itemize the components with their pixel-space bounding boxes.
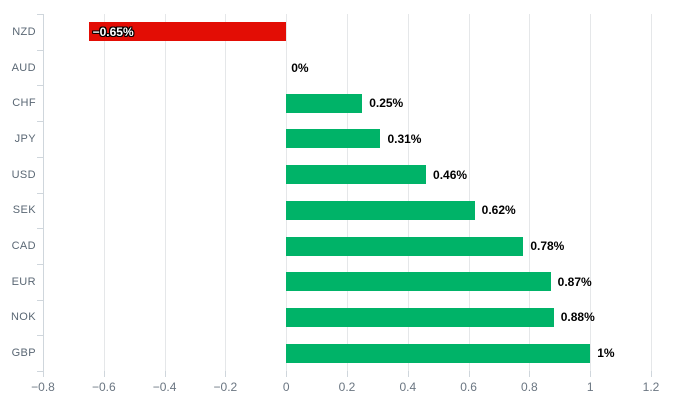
x-tick-label: 0 bbox=[282, 380, 290, 394]
category-label: AUD bbox=[11, 61, 36, 74]
y-axis-tick bbox=[37, 264, 43, 265]
grid-line bbox=[407, 14, 409, 371]
category-label: SEK bbox=[12, 204, 36, 217]
bar-value-label: 0.87% bbox=[557, 274, 592, 289]
x-axis-tick bbox=[286, 371, 288, 377]
x-axis-tick bbox=[651, 371, 652, 377]
bar-value-label: 1% bbox=[597, 346, 615, 361]
x-tick-label: 0.2 bbox=[338, 380, 356, 394]
bar-value-label: 0.62% bbox=[481, 203, 516, 218]
y-axis-tick bbox=[37, 228, 43, 229]
positive-bar bbox=[286, 307, 554, 327]
x-axis-tick bbox=[103, 371, 105, 377]
x-axis-tick bbox=[347, 371, 348, 377]
x-axis-tick bbox=[225, 371, 227, 377]
y-axis-tick bbox=[37, 300, 43, 301]
x-axis-tick bbox=[529, 371, 531, 377]
grid-line bbox=[590, 14, 592, 371]
positive-bar bbox=[286, 236, 524, 256]
x-tick-label: 0.6 bbox=[460, 380, 477, 394]
x-tick-label: −0.8 bbox=[31, 380, 55, 394]
bar-value-label: 0.31% bbox=[387, 131, 422, 146]
positive-bar bbox=[286, 165, 427, 185]
x-axis-tick bbox=[407, 371, 409, 377]
category-label: USD bbox=[11, 168, 36, 181]
grid-line bbox=[347, 14, 348, 371]
x-axis-tick bbox=[164, 371, 166, 377]
x-tick-label: −0.4 bbox=[152, 380, 177, 394]
category-label: CAD bbox=[11, 240, 36, 253]
bar-value-label: 0.78% bbox=[530, 239, 565, 254]
y-axis-tick bbox=[37, 335, 43, 336]
x-tick-label: 0.8 bbox=[521, 380, 538, 394]
category-label: EUR bbox=[11, 275, 36, 288]
positive-bar bbox=[286, 343, 591, 363]
bar-value-label: 0% bbox=[291, 60, 309, 75]
grid-line bbox=[529, 14, 531, 371]
bar-value-label: −0.65% bbox=[92, 24, 134, 39]
x-tick-label: −0.6 bbox=[91, 380, 116, 394]
positive-bar bbox=[286, 272, 551, 292]
grid-line bbox=[225, 14, 227, 371]
category-label: NZD bbox=[12, 25, 36, 38]
x-tick-label: 1 bbox=[586, 380, 594, 394]
grid-line bbox=[164, 14, 166, 371]
category-label: CHF bbox=[12, 97, 36, 110]
x-tick-label: −0.2 bbox=[213, 380, 238, 394]
bar-value-label: 0.46% bbox=[433, 167, 468, 182]
positive-bar bbox=[286, 129, 381, 149]
negative-bar bbox=[88, 22, 287, 42]
y-axis-line bbox=[43, 14, 44, 371]
x-tick-label: 1.2 bbox=[642, 380, 660, 394]
bar-value-label: 0.25% bbox=[369, 96, 404, 111]
grid-line bbox=[651, 14, 652, 371]
grid-line bbox=[103, 14, 105, 371]
grid-line bbox=[286, 14, 288, 371]
x-axis-tick bbox=[468, 371, 470, 377]
x-tick-label: 0.4 bbox=[399, 380, 417, 394]
positive-bar bbox=[286, 200, 475, 220]
y-axis-tick bbox=[37, 85, 43, 86]
y-axis-tick bbox=[37, 157, 43, 158]
category-label: GBP bbox=[11, 347, 36, 360]
y-axis-tick bbox=[37, 371, 43, 372]
x-axis-tick bbox=[43, 371, 44, 377]
y-axis-tick bbox=[37, 121, 43, 122]
category-label: JPY bbox=[14, 132, 36, 145]
y-axis-tick bbox=[37, 193, 43, 194]
grid-line bbox=[468, 14, 470, 371]
positive-bar bbox=[286, 93, 363, 113]
category-label: NOK bbox=[10, 311, 36, 324]
x-axis-tick bbox=[590, 371, 592, 377]
bar-value-label: 0.88% bbox=[560, 310, 595, 325]
y-axis-tick bbox=[37, 14, 43, 15]
y-axis-tick bbox=[37, 50, 43, 51]
